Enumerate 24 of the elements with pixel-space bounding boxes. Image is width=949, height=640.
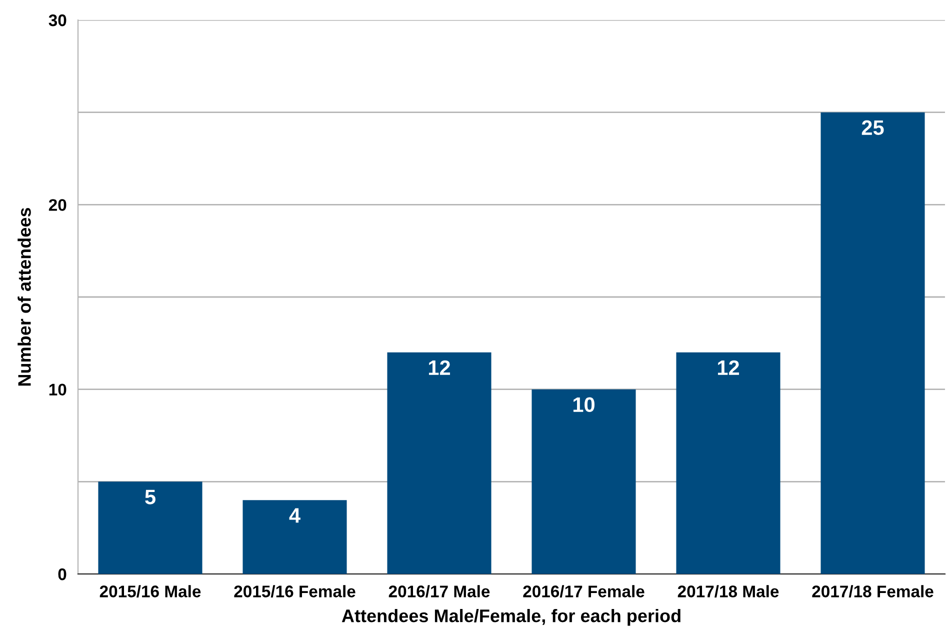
x-axis-title: Attendees Male/Female, for each period	[342, 608, 680, 626]
x-tick-label: 2016/17 Female	[523, 585, 644, 598]
bar	[387, 352, 492, 574]
x-tick-label: 2017/18 Female	[812, 585, 934, 598]
bar	[676, 352, 780, 574]
data-label: 10	[573, 397, 594, 412]
data-label: 5	[145, 490, 156, 504]
y-tick-label: 10	[49, 384, 66, 396]
y-tick-label: 0	[58, 568, 66, 580]
data-label: 12	[428, 360, 450, 375]
x-tick-label: 2017/18 Male	[678, 585, 779, 598]
data-label: 12	[718, 360, 740, 375]
data-label: 4	[289, 508, 300, 523]
x-tick-label: 2016/17 Male	[388, 585, 490, 598]
y-tick-label: 20	[48, 199, 66, 211]
y-tick-label: 30	[48, 14, 66, 26]
bar	[820, 112, 925, 574]
y-axis-title: Number of attendees	[18, 208, 31, 386]
x-tick-label: 2015/16 Female	[234, 585, 356, 598]
bar	[98, 482, 202, 574]
data-label: 25	[862, 120, 884, 136]
bar	[242, 500, 347, 574]
bar	[532, 389, 636, 574]
x-tick-label: 2015/16 Male	[100, 585, 201, 598]
